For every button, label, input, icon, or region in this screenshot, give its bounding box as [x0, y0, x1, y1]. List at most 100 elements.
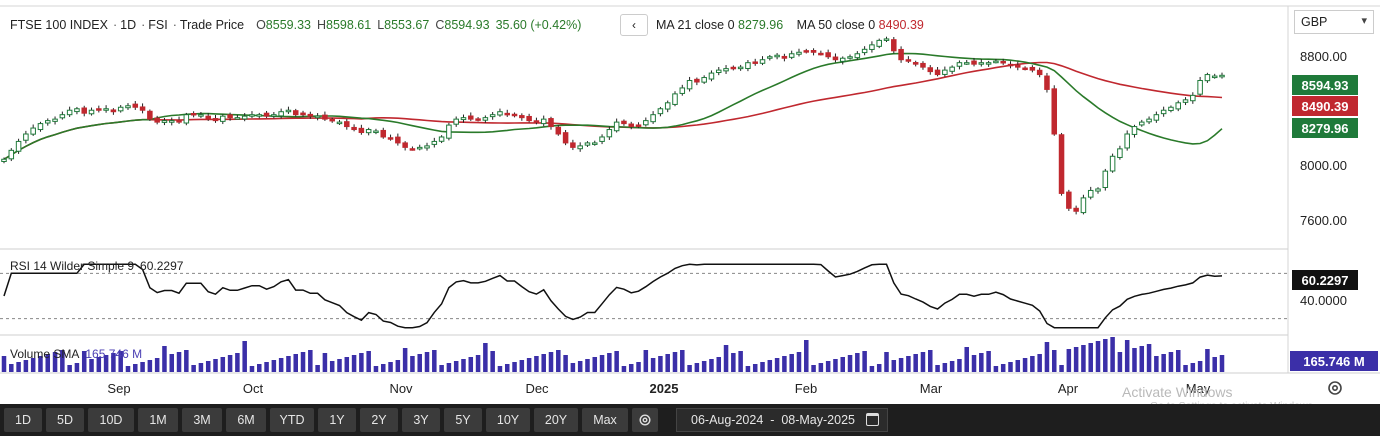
range-button-5d[interactable]: 5D — [46, 408, 84, 432]
range-button-max[interactable]: Max — [582, 408, 628, 432]
time-axis-label: Nov — [389, 381, 413, 396]
candle-up — [1117, 148, 1123, 158]
volume-bar — [964, 347, 969, 372]
volume-bar — [1212, 357, 1217, 372]
volume-bar — [359, 353, 364, 372]
candle-down — [387, 137, 394, 140]
volume-bar — [1022, 358, 1028, 372]
candle-up — [37, 123, 44, 131]
volume-bar — [512, 362, 517, 372]
volume-bar — [322, 353, 328, 372]
range-button-10d[interactable]: 10D — [88, 408, 134, 432]
volume-bar — [1044, 342, 1050, 372]
range-button-1y[interactable]: 1Y — [318, 408, 356, 432]
volume-bar — [468, 357, 474, 372]
candle-up — [15, 140, 22, 152]
candle-down — [96, 108, 102, 111]
volume-bar — [752, 364, 758, 372]
volume-bar — [1161, 354, 1166, 372]
range-button-20y[interactable]: 20Y — [534, 408, 578, 432]
candle-up — [643, 120, 649, 126]
volume-bar — [67, 365, 72, 372]
candle-up — [285, 109, 292, 113]
range-button-3m[interactable]: 3M — [182, 408, 222, 432]
volume-bar — [534, 356, 539, 372]
range-button-2y[interactable]: 2Y — [360, 408, 398, 432]
volume-bar — [205, 361, 211, 372]
volume-bar — [891, 360, 897, 372]
volume-bar — [176, 352, 182, 372]
volume-bar — [519, 360, 525, 372]
volume-bar — [687, 365, 692, 372]
candle-down — [307, 113, 314, 117]
range-button-6m[interactable]: 6M — [226, 408, 266, 432]
candle-up — [1109, 155, 1116, 172]
volume-bar — [1132, 348, 1137, 372]
currency-select[interactable]: GBP ▾ — [1294, 10, 1374, 34]
volume-bar — [767, 360, 773, 372]
collapse-legend-button[interactable]: ‹ — [620, 14, 648, 36]
volume-bar — [971, 355, 977, 372]
change-value: 35.60 (+0.42%) — [495, 18, 582, 32]
volume-bar — [140, 362, 145, 372]
candle-down — [292, 110, 299, 116]
candle-down — [533, 120, 540, 123]
volume-bar — [220, 357, 226, 372]
volume-bar — [125, 366, 131, 372]
close-value: 8594.93 — [444, 18, 490, 32]
range-button-10y[interactable]: 10Y — [486, 408, 530, 432]
candle-down — [1015, 64, 1021, 68]
range-button-1m[interactable]: 1M — [138, 408, 178, 432]
volume-bar — [898, 358, 904, 372]
candle-up — [942, 69, 948, 75]
range-button-5y[interactable]: 5Y — [444, 408, 482, 432]
volume-bar — [789, 354, 794, 372]
candle-down — [570, 142, 576, 148]
candle-up — [373, 130, 379, 134]
candle-up — [88, 109, 95, 115]
candle-up — [854, 53, 861, 59]
candle-up — [1080, 197, 1087, 214]
volume-bar — [796, 352, 802, 372]
rsi-value-tag: 60.2297 — [1292, 270, 1358, 290]
volume-bar — [643, 350, 649, 372]
candle-up — [1124, 133, 1130, 149]
candle-down — [139, 106, 146, 111]
volume-bar — [60, 350, 65, 372]
candle-down — [110, 109, 117, 113]
price-axis-tick: 7600.00 — [1300, 213, 1347, 228]
candle-up — [497, 111, 503, 116]
rsi-label: RSI 14 Wilder Simple 9 — [10, 259, 135, 273]
volume-bar — [804, 340, 809, 372]
candle-up — [183, 114, 190, 124]
range-button-ytd[interactable]: YTD — [270, 408, 314, 432]
time-axis-label-year: 2025 — [649, 381, 679, 396]
volume-bar — [1059, 365, 1064, 372]
candle-up — [788, 53, 795, 58]
chart-settings-icon[interactable] — [1326, 379, 1344, 402]
volume-bar — [16, 362, 21, 372]
range-button-1d[interactable]: 1D — [4, 408, 42, 432]
chart-canvas[interactable] — [0, 0, 1380, 404]
time-axis-label: Sep — [107, 381, 131, 396]
candle-up — [701, 77, 707, 83]
candle-up — [489, 114, 496, 118]
volume-bar — [432, 350, 437, 372]
candle-up — [125, 105, 131, 109]
candle-up — [314, 115, 321, 119]
date-range-picker[interactable]: 06-Aug-2024 - 08-May-2025 — [676, 408, 888, 432]
range-button-3y[interactable]: 3Y — [402, 408, 440, 432]
candle-down — [905, 59, 912, 62]
volume-bar — [1219, 355, 1225, 372]
candle-up — [672, 93, 678, 105]
volume-bar — [1190, 363, 1196, 372]
candle-up — [438, 136, 445, 142]
volume-bar — [96, 357, 102, 372]
range-settings-button[interactable] — [632, 408, 658, 432]
ma50-value: 8490.39 — [878, 18, 924, 32]
candle-down — [810, 50, 817, 53]
volume-bar — [986, 351, 991, 372]
volume-bar — [497, 366, 503, 372]
candle-down — [1022, 67, 1028, 71]
candle-down — [176, 119, 182, 123]
